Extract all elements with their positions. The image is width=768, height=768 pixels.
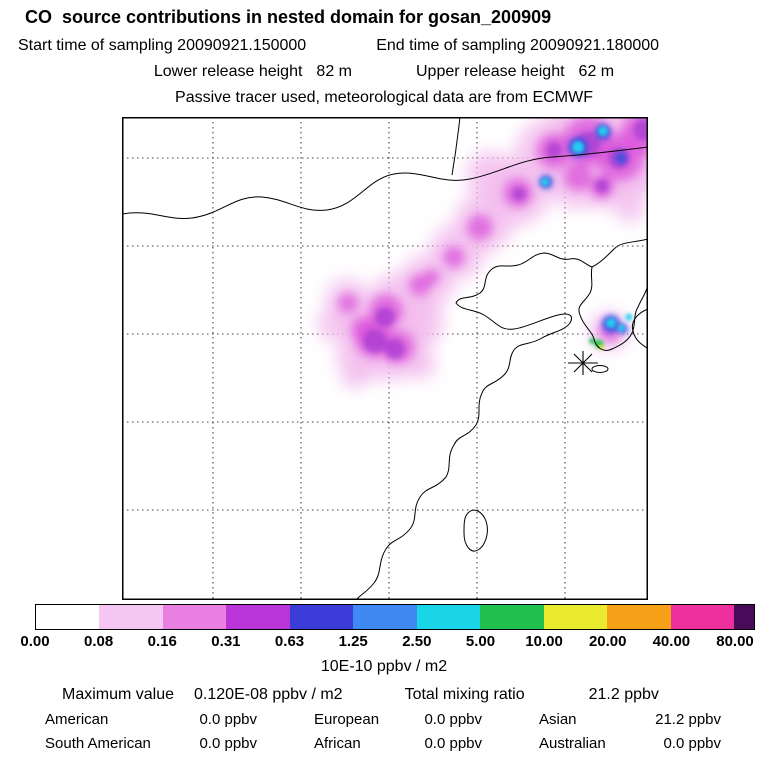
colorbar-level-label: 0.00 [20, 633, 50, 650]
region-stat-american: American 0.0 ppbv [45, 711, 257, 728]
region-stat-african: African 0.0 ppbv [314, 735, 482, 752]
lower-release-value: 82 m [316, 63, 352, 80]
kyushu-coast [631, 308, 648, 350]
region-value: 0.0 ppbv [424, 711, 482, 728]
region-value: 21.2 ppbv [655, 711, 721, 728]
map-plot [122, 117, 648, 600]
region-stat-australian: Australian 0.0 ppbv [539, 735, 721, 752]
end-time-text: End time of sampling 20090921.180000 [376, 37, 660, 54]
colorbar-level-label: 5.00 [465, 633, 496, 650]
max-value: 0.120E-08 ppbv / m2 [194, 686, 343, 703]
region-value: 0.0 ppbv [199, 711, 257, 728]
mainland-coast [355, 238, 648, 600]
colorbar-cell [607, 605, 671, 629]
concentration-plume [317, 117, 648, 389]
colorbar-cell [416, 605, 481, 629]
upper-release-value: 62 m [578, 63, 615, 80]
region-stat-south-american: South American 0.0 ppbv [45, 735, 257, 752]
colorbar-level-label: 20.00 [588, 633, 627, 650]
colorbar-level-label: 10.00 [525, 633, 563, 650]
upper-release-label: Upper release height [416, 63, 565, 80]
korean-peninsula-coast [578, 266, 648, 351]
colorbar [35, 604, 755, 630]
colorbar-level-label: 1.25 [338, 633, 368, 650]
colorbar-level-label: 0.08 [84, 633, 114, 650]
colorbar-labels: 0.00 0.08 0.16 0.31 0.63 1.25 2.50 5.00 10.00 20.… [20, 633, 755, 651]
colorbar-cell [670, 605, 734, 629]
region-label: American [45, 711, 109, 728]
colorbar-level-label: 0.31 [211, 633, 241, 650]
colorbar-level-label: 2.50 [402, 633, 432, 650]
colorbar-cell [289, 605, 354, 629]
colorbar-cell [733, 605, 754, 629]
map-border [122, 117, 648, 600]
colorbar-cell [226, 605, 290, 629]
region-stats-row-1: American 0.0 ppbv European 0.0 ppbv Asia… [45, 711, 721, 728]
taiwan-island [463, 509, 488, 552]
release-heights: Lower release height 82 m Upper release … [0, 63, 768, 81]
colorbar-cell [480, 605, 544, 629]
summary-stats: Maximum value 0.120E-08 ppbv / m2 Total … [62, 686, 659, 704]
region-value: 0.0 ppbv [199, 735, 257, 752]
colorbar-level-label: 0.63 [274, 633, 305, 650]
jeju-island [591, 365, 609, 373]
map-svg [122, 117, 648, 600]
region-label: African [314, 735, 361, 752]
border-line-from-top [451, 117, 461, 176]
colorbar-level-label: 40.00 [652, 633, 691, 650]
lower-release-label: Lower release height [153, 63, 303, 80]
colorbar-cell [36, 605, 100, 629]
region-stats-row-2: South American 0.0 ppbv African 0.0 ppbv… [45, 735, 721, 752]
colorbar-cell [353, 605, 417, 629]
figure-title: CO source contributions in nested domain… [25, 7, 552, 27]
tracer-note: Passive tracer used, meteorological data… [175, 89, 593, 106]
region-label: European [314, 711, 380, 728]
sampling-times: Start time of sampling 20090921.150000 E… [18, 37, 659, 55]
colorbar-level-label: 0.16 [147, 633, 177, 650]
northern-border-line [122, 146, 648, 219]
colorbar-cell [543, 605, 608, 629]
region-label: Australian [539, 735, 606, 752]
coastlines [122, 117, 648, 600]
total-mixing-ratio-label: Total mixing ratio [404, 686, 525, 703]
region-value: 0.0 ppbv [424, 735, 482, 752]
region-stat-european: European 0.0 ppbv [314, 711, 482, 728]
colorbar-units: 10E-10 ppbv / m2 [320, 658, 448, 675]
start-time-text: Start time of sampling 20090921.150000 [18, 37, 307, 54]
region-label: South American [45, 735, 151, 752]
max-value-label: Maximum value [62, 686, 175, 703]
total-mixing-ratio-value: 21.2 ppbv [588, 686, 659, 703]
receptor-star-marker [568, 351, 598, 375]
region-label: Asian [539, 711, 577, 728]
colorbar-cell [162, 605, 227, 629]
region-value: 0.0 ppbv [663, 735, 721, 752]
colorbar-cell [99, 605, 163, 629]
colorbar-level-label: 80.00 [716, 633, 754, 650]
region-stat-asian: Asian 21.2 ppbv [539, 711, 721, 728]
